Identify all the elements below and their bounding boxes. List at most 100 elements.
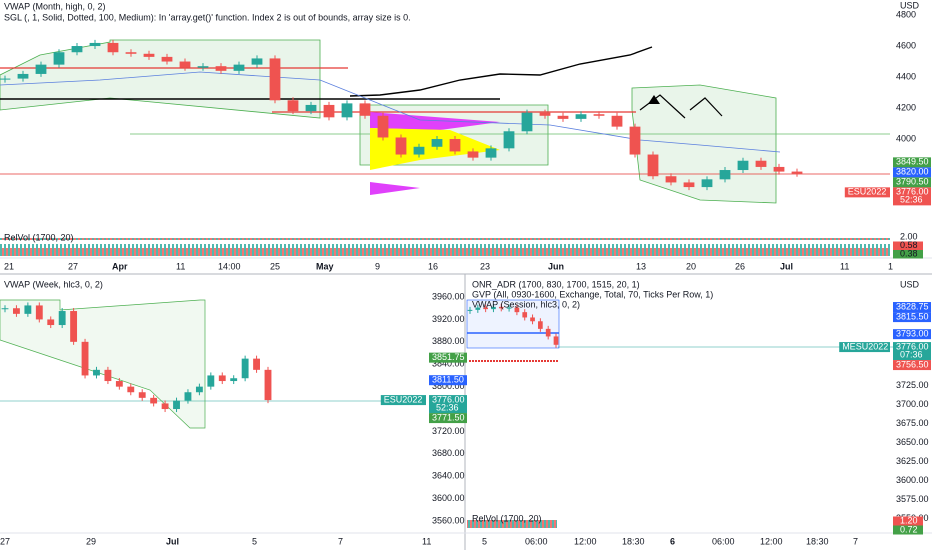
candle <box>498 306 504 309</box>
volume-tag <box>893 516 923 526</box>
price-tag <box>893 329 931 340</box>
y-tick-label: 3800.00 <box>432 381 465 391</box>
x-tick-label: 27 <box>0 536 10 546</box>
symbol-tag <box>380 395 426 406</box>
price-tag <box>893 177 931 188</box>
candle <box>233 64 245 71</box>
candle <box>530 317 535 322</box>
candle <box>773 166 785 172</box>
x-tick-label: 7 <box>338 536 343 546</box>
y-tick-label: 3880.00 <box>432 336 465 346</box>
candle <box>47 319 55 326</box>
candle <box>70 311 78 342</box>
candle <box>241 358 249 379</box>
candle <box>13 308 20 314</box>
candle <box>449 139 461 152</box>
price-tag-label: 3793.00 <box>896 329 929 339</box>
y-tick-label: 3840.00 <box>432 359 465 369</box>
candle <box>71 46 83 53</box>
candle <box>287 100 299 112</box>
price-tag <box>429 375 467 386</box>
price-tag <box>893 312 931 323</box>
candle <box>737 160 749 171</box>
candle <box>467 309 473 311</box>
x-tick-label: 1 <box>888 261 893 271</box>
price-tag <box>893 157 931 168</box>
y-tick-label: 3575.00 <box>896 494 929 504</box>
candle <box>81 341 89 376</box>
y-tick-label: 3920.00 <box>432 314 465 324</box>
candle <box>611 115 623 127</box>
x-tick-label: 25 <box>270 261 280 271</box>
x-tick-label: 20 <box>686 261 696 271</box>
candle <box>503 131 515 149</box>
volume-label: RelVol (1700, 20) <box>472 513 542 523</box>
candle <box>557 115 569 119</box>
indicator-label: VWAP (Week, hlc3, 0, 2) <box>4 279 103 289</box>
x-tick-label: 26 <box>735 261 745 271</box>
candle <box>1 308 9 310</box>
candle <box>491 306 496 310</box>
x-tick-label: 29 <box>86 536 96 546</box>
x-tick-label: 27 <box>68 261 78 271</box>
x-tick-label: 7 <box>853 536 858 546</box>
x-tick-label: 06:00 <box>712 536 735 546</box>
x-tick-label: 06:00 <box>525 536 548 546</box>
candle <box>483 307 488 310</box>
candle <box>218 375 226 382</box>
candle <box>521 112 533 132</box>
y-tick-label: 3640.00 <box>432 471 465 481</box>
y-tick-label: 4600 <box>896 40 916 50</box>
volume-tag-label: 1.20 <box>900 515 918 525</box>
price-tag <box>893 167 931 178</box>
candle <box>701 179 713 188</box>
candle <box>539 112 551 116</box>
x-tick-label: 9 <box>375 261 380 271</box>
price-tag-label: 3790.50 <box>896 177 929 187</box>
volume-tag <box>893 233 923 242</box>
candle <box>24 305 32 314</box>
x-tick-label: 14:00 <box>218 261 241 271</box>
price-tag <box>893 302 931 313</box>
candle <box>93 369 100 376</box>
y-tick-label: 3720.00 <box>432 426 465 436</box>
candle <box>115 381 123 387</box>
countdown: 07:36 <box>900 349 923 359</box>
candle <box>791 171 803 174</box>
candle <box>593 114 605 116</box>
candle <box>17 73 29 79</box>
y-tick-label: 3680.00 <box>432 448 465 458</box>
x-tick-label: 16 <box>428 261 438 271</box>
candle <box>161 403 169 410</box>
symbol-tag <box>839 342 890 353</box>
candle <box>104 369 112 382</box>
indicator-label: VWAP (Month, high, 0, 2) <box>4 1 106 11</box>
volume-tag <box>893 241 923 250</box>
price-tag-label: 3820.00 <box>896 167 929 177</box>
x-tick-label: Jun <box>548 261 564 271</box>
candle <box>35 64 47 74</box>
volume-tag <box>893 525 923 535</box>
candle <box>377 115 389 138</box>
indicator-label: ONR_ADR (1700, 830, 1700, 1515, 20, 1) <box>472 279 640 289</box>
x-tick-label: 21 <box>4 261 14 271</box>
candle <box>467 151 479 158</box>
indicator-label: GVP (All, 0930-1600, Exchange, Total, 70… <box>472 289 713 299</box>
x-tick-label: May <box>316 261 334 271</box>
x-tick-label: 12:00 <box>574 536 597 546</box>
candle <box>253 358 260 370</box>
candle <box>161 56 173 62</box>
symbol-label: ESU2022 <box>848 187 887 197</box>
candle <box>197 66 209 68</box>
price-tag-label: 3776.00 <box>896 341 929 351</box>
price-tag-label: 3849.50 <box>896 157 929 167</box>
y-tick-label: 3675.00 <box>896 418 929 428</box>
x-tick-label: 5 <box>482 536 487 546</box>
candle <box>184 392 192 401</box>
volume-tag-label: 0.58 <box>900 240 918 250</box>
candle <box>683 182 695 188</box>
symbol-label: MESU2022 <box>842 341 888 351</box>
candle <box>647 154 659 177</box>
candle <box>538 321 543 329</box>
